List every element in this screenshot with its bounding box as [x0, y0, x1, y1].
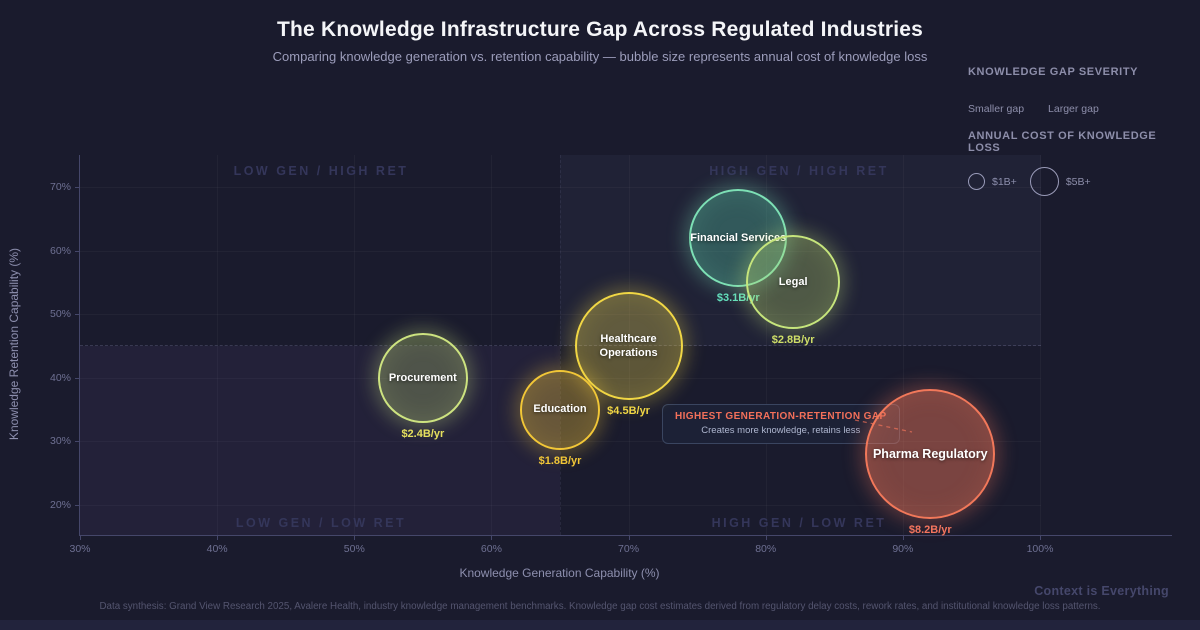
bubble-cost-label: $4.5B/yr	[607, 405, 650, 417]
y-axis-tick-label: 70%	[49, 181, 71, 193]
legend-severity-heading: KNOWLEDGE GAP SEVERITY	[968, 66, 1139, 78]
bottom-accent-strip	[0, 620, 1200, 630]
legend-cost-small-label: $1B+	[992, 175, 1017, 188]
quadrant-label: HIGH GEN / HIGH RET	[709, 164, 889, 178]
bubble-procurement[interactable]: Procurement	[377, 332, 468, 423]
legend-larger-gap-label: Larger gap	[1048, 103, 1099, 115]
bubble-education[interactable]: Education	[520, 369, 600, 450]
highest-gap-annotation: HIGHEST GENERATION-RETENTION GAP Creates…	[662, 404, 900, 444]
y-axis-tick-label: 20%	[49, 499, 71, 511]
y-axis-tick-label: 50%	[49, 308, 71, 321]
quadrant-label: LOW GEN / HIGH RET	[233, 164, 409, 178]
y-axis-tick-mark	[75, 505, 80, 506]
bubble-label: Pharma Regulatory	[872, 446, 988, 461]
x-axis-tick-label: 80%	[755, 543, 777, 555]
data-source-note: Data synthesis: Grand View Research 2025…	[99, 601, 1101, 612]
x-axis-title: Knowledge Generation Capability (%)	[459, 566, 660, 580]
bubble-label: Healthcare Operations	[599, 332, 658, 359]
y-axis-tick-mark	[75, 441, 80, 443]
bubble-healthcare-operations[interactable]: Healthcare Operations	[574, 292, 683, 400]
bubble-chart-plot-area: HIGHEST GENERATION-RETENTION GAP Creates…	[50, 155, 1053, 555]
y-axis-title: Knowledge Retention Capability (%)	[7, 247, 21, 441]
annotation-title: HIGHEST GENERATION-RETENTION GAP	[675, 411, 887, 422]
quadrant-label: HIGH GEN / LOW RET	[711, 516, 887, 530]
bubble-pharma-regulatory[interactable]: Pharma Regulatory	[865, 389, 996, 520]
x-axis-tick-label: 70%	[618, 543, 640, 555]
brand-watermark: Context is Everything	[1034, 584, 1169, 598]
y-axis-tick-mark	[75, 377, 80, 379]
bubble-label: Legal	[778, 276, 808, 289]
y-axis-tick-label: 30%	[49, 435, 71, 448]
y-axis-tick-mark	[75, 314, 80, 316]
bubble-cost-label: $1.8B/yr	[538, 454, 582, 467]
quadrant-label: LOW GEN / LOW RET	[235, 516, 407, 530]
x-axis-tick-label: 30%	[69, 543, 91, 555]
x-axis-tick-mark	[217, 535, 219, 540]
legend-panel: KNOWLEDGE GAP SEVERITY Smaller gap Large…	[968, 66, 1190, 196]
quadrant-horizontal-divider	[80, 345, 1041, 346]
annotation-subtitle: Creates more knowledge, retains less	[701, 425, 861, 436]
page-subtitle: Comparing knowledge generation vs. reten…	[272, 49, 928, 64]
x-axis-tick-mark	[491, 535, 493, 540]
x-axis-tick-mark	[80, 535, 81, 540]
x-axis-tick-label: 40%	[206, 543, 228, 555]
bubble-size-large-icon	[1029, 167, 1059, 196]
bubble-label: Procurement	[388, 371, 457, 384]
bubble-label: Financial Services	[690, 231, 787, 244]
y-axis-tick-label: 60%	[49, 244, 71, 257]
y-axis-tick-label: 40%	[49, 371, 71, 384]
page-title: The Knowledge Infrastructure Gap Across …	[276, 18, 923, 41]
y-axis-tick-mark	[75, 250, 80, 252]
x-axis-tick-mark	[1040, 535, 1041, 540]
bubble-legal[interactable]: Legal	[746, 235, 841, 330]
x-axis-extension-line	[1040, 535, 1172, 536]
legend-severity-row: Smaller gap Larger gap	[968, 103, 1190, 115]
x-axis-tick-label: 50%	[343, 543, 365, 555]
bubble-cost-label: $2.4B/yr	[401, 427, 445, 440]
x-axis-tick-mark	[354, 535, 356, 540]
x-axis-tick-mark	[765, 535, 767, 540]
legend-cost-heading: ANNUAL COST OF KNOWLEDGE LOSS	[968, 130, 1157, 154]
x-axis-tick-label: 100%	[1026, 543, 1054, 555]
bubble-cost-label: $8.2B/yr	[908, 524, 952, 537]
legend-cost-large-label: $5B+	[1065, 175, 1091, 188]
bubble-cost-label: $2.8B/yr	[771, 334, 815, 347]
y-axis-tick-mark	[75, 187, 80, 188]
x-axis-tick-label: 60%	[480, 543, 502, 555]
bubble-label: Education	[533, 403, 587, 416]
bubble-size-small-icon	[968, 173, 985, 190]
x-axis-tick-mark	[628, 535, 630, 540]
legend-smaller-gap-label: Smaller gap	[968, 103, 1025, 115]
x-axis-tick-label: 90%	[892, 543, 914, 555]
quadrant-vertical-divider	[560, 155, 561, 535]
x-axis-tick-mark	[902, 535, 904, 540]
legend-cost-row: $1B+ $5B+	[968, 167, 1190, 196]
